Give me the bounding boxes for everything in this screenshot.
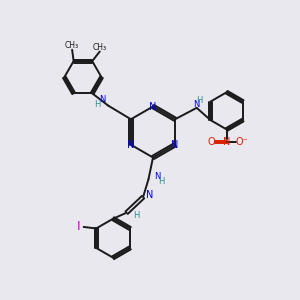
Text: N: N xyxy=(154,172,160,181)
Text: H: H xyxy=(196,96,203,105)
Text: CH₃: CH₃ xyxy=(65,41,79,50)
Text: N: N xyxy=(193,100,199,110)
Text: O⁻: O⁻ xyxy=(235,137,248,147)
Text: N: N xyxy=(171,140,179,150)
Text: N: N xyxy=(127,140,135,150)
Text: H: H xyxy=(158,177,165,186)
Text: I: I xyxy=(76,220,80,233)
Text: N: N xyxy=(223,137,230,147)
Text: N: N xyxy=(99,95,105,104)
Text: H: H xyxy=(94,100,100,109)
Text: CH₃: CH₃ xyxy=(93,43,107,52)
Text: N: N xyxy=(146,190,153,200)
Text: O: O xyxy=(207,137,215,147)
Text: N: N xyxy=(149,101,157,112)
Text: H: H xyxy=(133,211,140,220)
